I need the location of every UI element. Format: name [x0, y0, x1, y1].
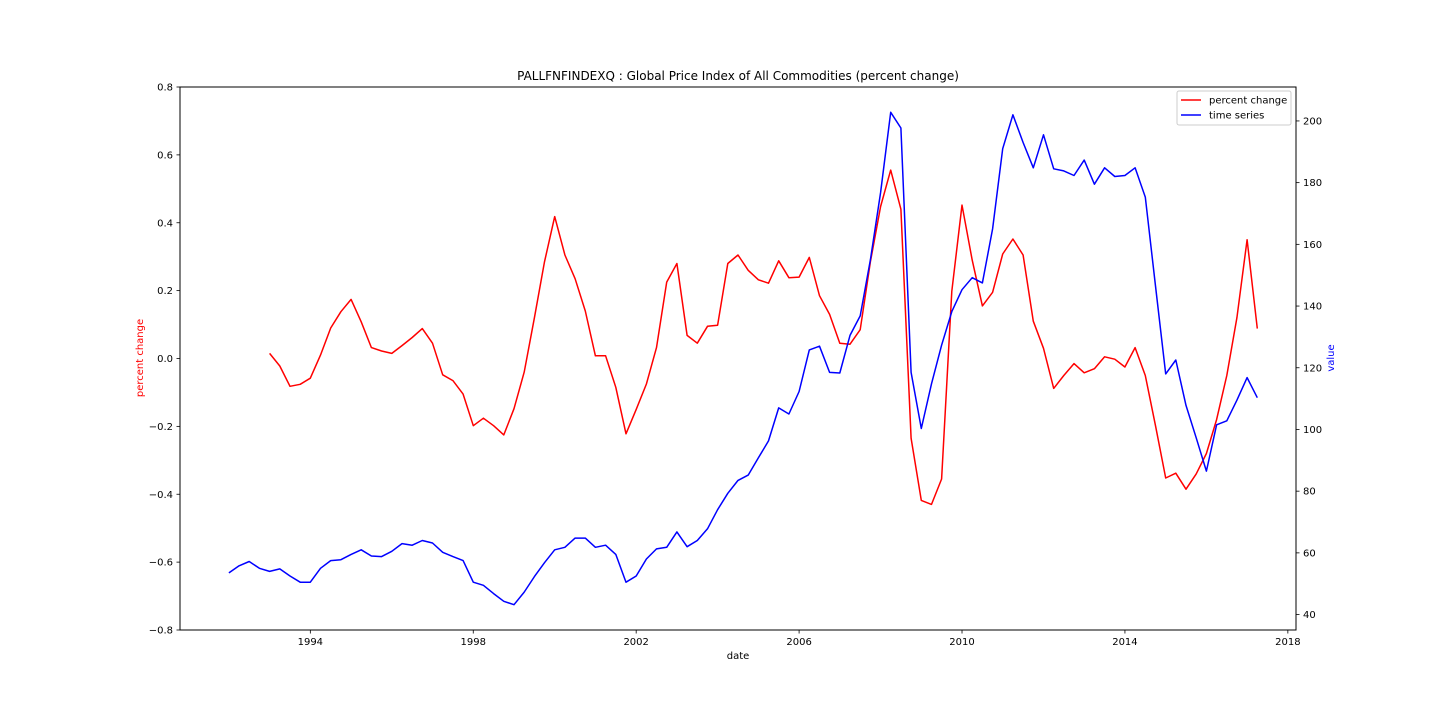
legend-box	[1176, 90, 1292, 126]
right-y-axis-ticks: 40 60 80 100 120 140 160 180 200	[1296, 116, 1322, 621]
right-y-tick-label: 40	[1303, 610, 1316, 621]
series-line-time-series	[228, 111, 1258, 606]
right-y-tick-label: 60	[1303, 548, 1316, 559]
right-y-tick-label: 140	[1303, 302, 1322, 313]
series-line-percent-change	[269, 169, 1259, 506]
right-y-axis-title: value	[1326, 344, 1337, 371]
right-y-tick-label: 200	[1303, 116, 1322, 127]
legend: percent change time series	[1176, 90, 1292, 126]
chart-title: PALLFNFINDEXQ : Global Price Index of Al…	[517, 69, 959, 83]
x-axis-title: date	[727, 651, 750, 662]
right-y-tick-label: 180	[1303, 178, 1322, 189]
left-y-tick-label: −0.6	[149, 558, 173, 569]
x-tick-label: 2002	[623, 637, 648, 648]
x-tick-label: 2018	[1275, 637, 1300, 648]
series-layer	[228, 111, 1259, 606]
left-y-tick-label: 0.0	[157, 354, 173, 365]
x-tick-label: 2006	[786, 637, 811, 648]
left-y-tick-label: −0.8	[149, 626, 173, 637]
left-y-tick-label: −0.4	[149, 490, 173, 501]
left-y-tick-label: 0.2	[157, 286, 173, 297]
legend-label-time-series: time series	[1209, 111, 1264, 122]
x-axis-ticks: 1994 1998 2002 2006 2010 2014 2018	[298, 630, 1301, 648]
right-y-tick-label: 120	[1303, 363, 1322, 374]
x-tick-label: 1998	[461, 637, 486, 648]
left-y-tick-label: −0.2	[149, 422, 173, 433]
left-y-axis-title: percent change	[135, 319, 146, 397]
right-y-tick-label: 100	[1303, 425, 1322, 436]
right-y-tick-label: 160	[1303, 240, 1322, 251]
left-y-tick-label: 0.4	[157, 218, 173, 229]
left-y-tick-label: 0.8	[157, 83, 173, 94]
x-tick-label: 1994	[298, 637, 323, 648]
x-tick-label: 2010	[949, 637, 974, 648]
right-y-tick-label: 80	[1303, 487, 1316, 498]
left-y-tick-label: 0.6	[157, 150, 173, 161]
legend-label-percent-change: percent change	[1209, 96, 1287, 107]
x-tick-label: 2014	[1112, 637, 1137, 648]
left-y-axis-ticks: −0.8 −0.6 −0.4 −0.2 0.0 0.2 0.4 0.6 0.8	[149, 83, 180, 637]
